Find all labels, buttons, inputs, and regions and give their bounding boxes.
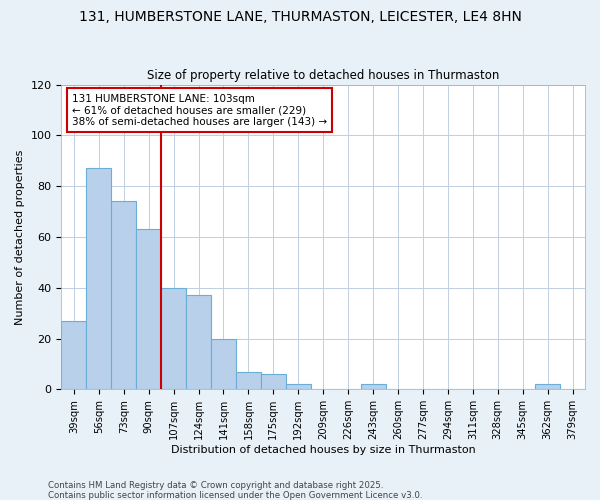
Bar <box>111 202 136 390</box>
Bar <box>61 321 86 390</box>
Text: Contains public sector information licensed under the Open Government Licence v3: Contains public sector information licen… <box>48 490 422 500</box>
X-axis label: Distribution of detached houses by size in Thurmaston: Distribution of detached houses by size … <box>171 445 476 455</box>
Bar <box>286 384 311 390</box>
Bar <box>86 168 111 390</box>
Bar <box>161 288 186 390</box>
Bar <box>361 384 386 390</box>
Bar <box>136 230 161 390</box>
Title: Size of property relative to detached houses in Thurmaston: Size of property relative to detached ho… <box>147 69 499 82</box>
Bar <box>261 374 286 390</box>
Bar <box>236 372 261 390</box>
Bar <box>186 296 211 390</box>
Y-axis label: Number of detached properties: Number of detached properties <box>15 150 25 324</box>
Text: Contains HM Land Registry data © Crown copyright and database right 2025.: Contains HM Land Registry data © Crown c… <box>48 480 383 490</box>
Bar <box>535 384 560 390</box>
Bar <box>211 338 236 390</box>
Text: 131, HUMBERSTONE LANE, THURMASTON, LEICESTER, LE4 8HN: 131, HUMBERSTONE LANE, THURMASTON, LEICE… <box>79 10 521 24</box>
Text: 131 HUMBERSTONE LANE: 103sqm
← 61% of detached houses are smaller (229)
38% of s: 131 HUMBERSTONE LANE: 103sqm ← 61% of de… <box>72 94 327 127</box>
